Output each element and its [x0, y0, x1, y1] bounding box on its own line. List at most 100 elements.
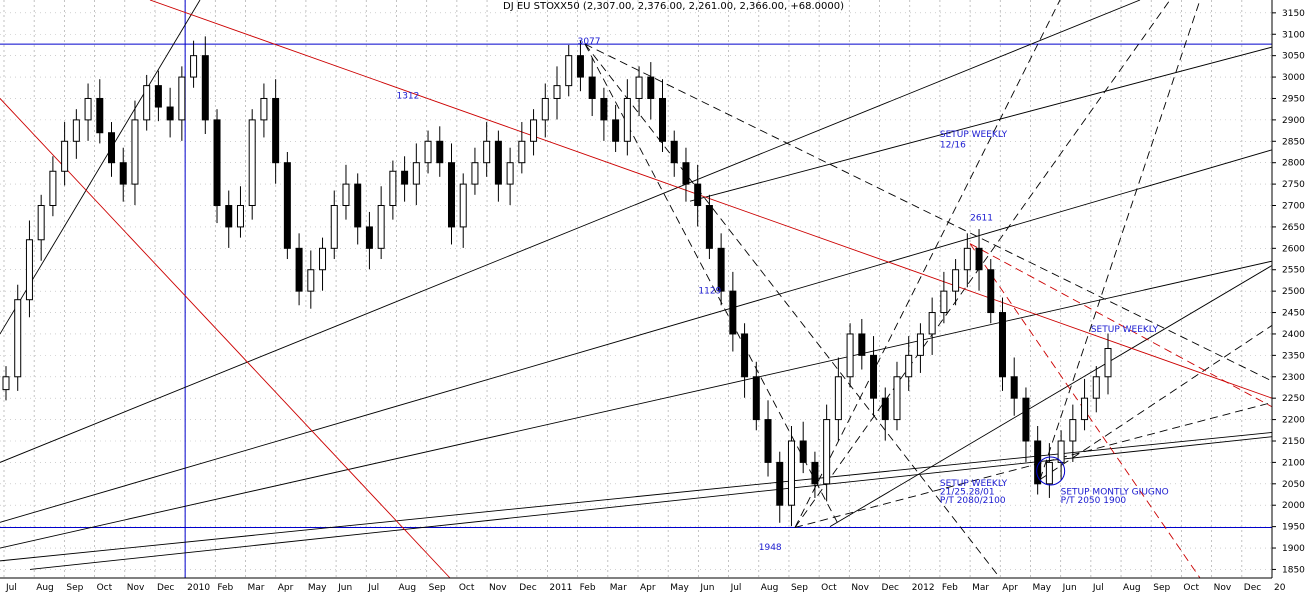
candle-up — [916, 333, 924, 356]
x-tick-label: Sep — [791, 583, 808, 592]
x-tick-label: Sep — [1153, 583, 1170, 592]
candle-up — [319, 247, 327, 271]
y-tick-label: 2950 — [1282, 94, 1305, 104]
candle-down — [354, 183, 362, 228]
candle-down — [600, 97, 608, 121]
x-tick-label: May — [1032, 583, 1051, 592]
x-tick-label: Dec — [882, 583, 899, 592]
x-tick-label: Oct — [459, 583, 475, 592]
candle-up — [236, 205, 244, 228]
y-tick-label: 1850 — [1282, 565, 1305, 575]
chart-title: DJ EU STOXX50 (2,307.00, 2,376.00, 2,261… — [503, 1, 844, 12]
candle-down — [119, 162, 127, 185]
candle-up — [623, 97, 631, 142]
red-trendline — [149, 0, 1273, 399]
x-tick-label: 2012 — [912, 583, 935, 592]
y-tick-label: 3150 — [1282, 9, 1305, 19]
y-tick-label: 2500 — [1282, 287, 1305, 297]
candle-down — [811, 461, 819, 485]
candle-up — [846, 333, 854, 378]
x-tick-label: Aug — [1123, 583, 1141, 592]
black-trendlines — [0, 0, 1273, 579]
y-tick-label: 2800 — [1282, 159, 1305, 169]
y-tick-label: 2850 — [1282, 137, 1305, 147]
candle-up — [1045, 461, 1053, 485]
y-tick-label: 1900 — [1282, 544, 1305, 554]
candle-down — [670, 140, 678, 164]
x-tick-label: Aug — [36, 583, 54, 592]
x-tick-label: Oct — [97, 583, 113, 592]
candle-down — [659, 97, 667, 142]
candle-up — [518, 140, 526, 164]
candle-down — [870, 354, 878, 399]
candle-up — [248, 119, 256, 207]
x-tick-label: 20 — [1274, 583, 1286, 592]
candle-down — [494, 140, 502, 185]
candle-down — [576, 55, 584, 78]
x-tick-label: Aug — [398, 583, 416, 592]
y-tick-label: 2650 — [1282, 223, 1305, 233]
x-tick-label: 2011 — [549, 583, 572, 592]
candle-down — [741, 333, 749, 378]
candle-up — [483, 140, 491, 164]
x-tick-label: Apr — [640, 583, 656, 592]
candle-down — [96, 97, 104, 134]
candle-down — [401, 170, 409, 185]
candle-up — [541, 97, 549, 121]
x-tick-label: Nov — [1214, 583, 1232, 592]
candle-up — [72, 119, 80, 142]
candle-up — [1081, 397, 1089, 421]
candle-down — [283, 162, 291, 249]
x-tick-label: Mar — [972, 583, 989, 592]
candle-down — [752, 376, 760, 421]
candle-down — [682, 162, 690, 185]
red-trendline — [969, 243, 1273, 408]
y-tick-label: 2350 — [1282, 351, 1305, 361]
candle-up — [190, 55, 198, 78]
candle-up — [553, 85, 561, 99]
x-tick-label: Jul — [5, 583, 17, 592]
candle-down — [881, 397, 889, 421]
y-tick-label: 2400 — [1282, 330, 1305, 340]
candle-down — [108, 132, 116, 164]
candle-up — [424, 140, 432, 164]
gridlines — [0, 0, 1273, 578]
candle-down — [717, 247, 725, 292]
candle-up — [963, 247, 971, 271]
y-tick-label: 2200 — [1282, 416, 1305, 426]
candle-up — [37, 205, 45, 241]
chart-annotation: 21/25.28/01 — [940, 488, 995, 498]
candle-down — [647, 76, 655, 99]
candle-down — [1034, 440, 1042, 485]
candle-down — [154, 85, 162, 108]
candle-down — [365, 226, 373, 249]
candle-up — [1069, 419, 1077, 442]
x-tick-label: Nov — [489, 583, 507, 592]
x-tick-label: Dec — [1244, 583, 1261, 592]
y-tick-label: 2250 — [1282, 394, 1305, 404]
candlesticks — [2, 36, 1112, 527]
y-tick-label: 2600 — [1282, 244, 1305, 254]
candle-up — [787, 440, 795, 506]
y-tick-label: 2300 — [1282, 373, 1305, 383]
x-tick-label: Apr — [1002, 583, 1018, 592]
candle-up — [25, 239, 33, 301]
candle-up — [565, 55, 573, 87]
chart-annotation: P/T 2080/2100 — [940, 496, 1006, 506]
candle-up — [1057, 440, 1065, 463]
chart-annotation: SETUP WEEKLY — [940, 479, 1008, 489]
black-trendline — [0, 149, 1273, 523]
chart-annotation: 1129 — [698, 286, 721, 296]
y-tick-label: 2050 — [1282, 480, 1305, 490]
candle-up — [342, 183, 350, 207]
x-tick-label: Jul — [730, 583, 742, 592]
x-tick-label: May — [670, 583, 689, 592]
y-tick-label: 1950 — [1282, 523, 1305, 533]
x-tick-label: Jul — [367, 583, 379, 592]
x-tick-label: Sep — [429, 583, 446, 592]
candle-up — [940, 290, 948, 314]
dashed-trendline — [794, 0, 1171, 528]
candle-up — [459, 183, 467, 228]
